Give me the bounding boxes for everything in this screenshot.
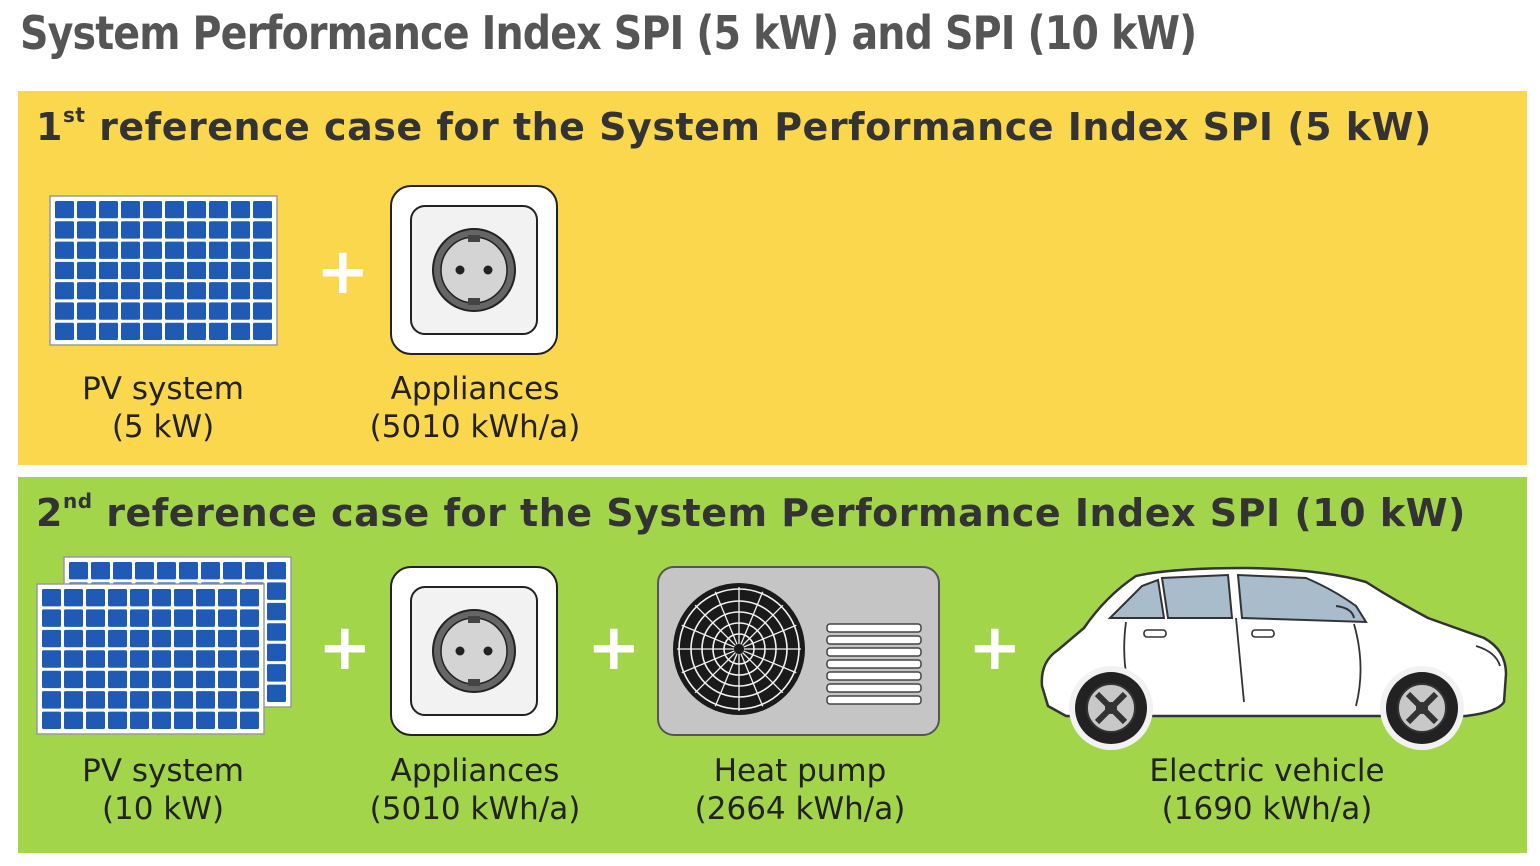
case1-heading: 1st reference case for the System Perfor… (36, 103, 1432, 149)
case2-ev-label: Electric vehicle (1690 kWh/a) (1149, 753, 1385, 827)
power-outlet-icon (390, 566, 558, 736)
case1-pv-label: PV system (5 kW) (82, 371, 244, 445)
solar-panel-icon (49, 195, 278, 346)
case2-appliances-label: Appliances (5010 kWh/a) (369, 753, 581, 827)
case2-pv-label: PV system (10 kW) (82, 753, 244, 827)
plus-sign: + (318, 611, 372, 685)
double-solar-panel-icon (36, 556, 292, 735)
page-title: System Performance Index SPI (5 kW) and … (20, 6, 1197, 60)
plus-sign: + (968, 611, 1022, 685)
electric-car-icon (1040, 566, 1508, 750)
heat-pump-icon (657, 566, 940, 736)
case2-heatpump-label: Heat pump (2664 kWh/a) (694, 753, 906, 827)
plus-sign: + (316, 235, 370, 309)
power-outlet-icon (390, 185, 558, 355)
case2-heading: 2nd reference case for the System Perfor… (36, 489, 1466, 535)
case1-appliances-label: Appliances (5010 kWh/a) (369, 371, 581, 445)
plus-sign: + (587, 611, 641, 685)
